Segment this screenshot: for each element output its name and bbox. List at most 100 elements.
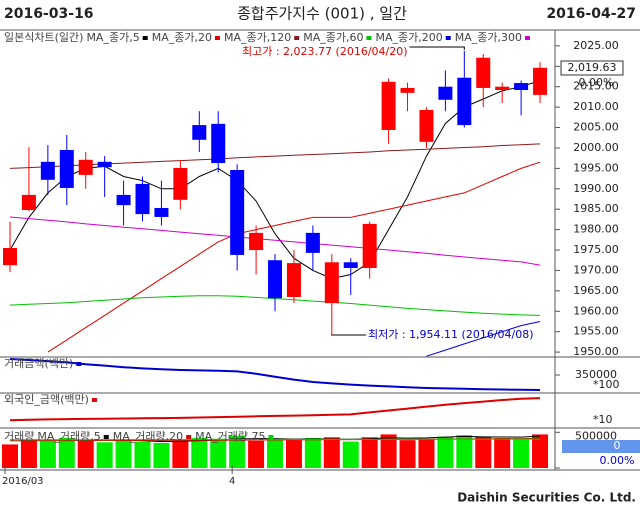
line: [9, 216, 541, 266]
legend-marker: [268, 435, 274, 439]
line: [9, 358, 541, 391]
candle-body: [21, 194, 36, 211]
line: [10, 438, 540, 441]
volume-bar: [58, 438, 75, 468]
candle-body: [249, 232, 264, 251]
change: 0.00%: [600, 454, 635, 467]
end-date: 2016-04-27: [546, 6, 636, 22]
y-tick-label: 1970.00: [573, 263, 619, 276]
candle-body: [533, 67, 548, 95]
volume-bar: [172, 439, 189, 468]
y-tick-label: 1975.00: [573, 243, 619, 256]
volume-bar: [342, 441, 359, 468]
line: [426, 321, 541, 357]
legend-label: 일본식차트(일간): [4, 30, 83, 44]
annotation-low: 최저가 : 1,954.11 (2016/04/08): [368, 328, 534, 341]
legend-marker: [103, 435, 109, 439]
candle-body: [286, 263, 301, 297]
y-tick-label: 1990.00: [573, 182, 619, 195]
volume-bar: [304, 438, 321, 468]
candle-body: [173, 167, 188, 200]
volume-bar: [210, 438, 227, 468]
last-price: 2,019.63: [568, 61, 617, 74]
legend-label: MA_종가,60: [303, 31, 363, 44]
legend-marker: [445, 36, 451, 40]
y-tick-label: 0: [614, 439, 621, 452]
y-tick-label: 2010.00: [573, 100, 619, 113]
volume-bar: [2, 444, 18, 468]
annotation-high: 최고가 : 2,023.77 (2016/04/20): [242, 45, 408, 58]
y-tick-label: 500000: [575, 429, 617, 442]
volume-bar: [456, 435, 473, 468]
volume-bar: [494, 438, 511, 468]
chart-title: 종합주가지수 (001) , 일간: [237, 5, 407, 23]
y-tick-label: 2005.00: [573, 121, 619, 134]
candle-body: [211, 123, 226, 164]
candle-body: [305, 232, 320, 253]
volume-bar: [115, 440, 132, 468]
candle-body: [230, 170, 245, 255]
y-tick-label: 1955.00: [573, 325, 619, 338]
volume-bar: [418, 438, 435, 468]
candle-body: [97, 161, 112, 168]
candle-body: [192, 125, 207, 140]
legend-marker: [76, 362, 82, 366]
volume-bar: [191, 438, 208, 468]
volume-bar: [229, 435, 246, 468]
volume-bar: [153, 443, 170, 468]
legend-marker: [142, 36, 148, 40]
last-price-box: [560, 60, 624, 76]
y-tick-label: 2015.00: [573, 80, 619, 93]
candle-body: [495, 86, 510, 90]
legend-marker: [524, 36, 530, 40]
multiplier: *10: [593, 413, 613, 426]
volume-bar: [96, 442, 113, 468]
legend-label: MA_종가,200: [375, 31, 442, 44]
y-tick-label: 1950.00: [573, 345, 619, 358]
y-tick-label: 1980.00: [573, 223, 619, 236]
legend-marker: [186, 435, 192, 439]
volume-bar: [77, 440, 94, 468]
candle-body: [476, 57, 491, 88]
legend-label: 외국인_금액(백만): [4, 393, 89, 406]
candle-body: [438, 86, 453, 100]
legend-label: 거래량: [4, 430, 34, 443]
footer: Daishin Securities Co. Ltd.: [457, 491, 636, 505]
legend-marker: [294, 36, 300, 40]
candle-body: [154, 207, 169, 217]
annotation-arrow: [409, 46, 465, 50]
start-date: 2016-03-16: [4, 6, 94, 22]
candle-body: [40, 161, 55, 180]
y-tick-label: 1995.00: [573, 161, 619, 174]
legend-label: MA_거래량,5: [37, 430, 100, 443]
candle-body: [362, 223, 377, 268]
volume-bar: [475, 436, 492, 468]
y-tick-label: 350000: [575, 368, 617, 381]
candle-body: [457, 77, 472, 126]
volume-bar: [134, 441, 151, 468]
legend-marker: [366, 36, 372, 40]
legend-marker: [91, 398, 97, 402]
legend-label: MA_종가,120: [224, 31, 291, 44]
candle-body: [135, 183, 150, 215]
legend-label: MA_종가,20: [152, 31, 212, 44]
volume-bar: [285, 440, 302, 468]
candle-body: [400, 87, 415, 93]
y-tick-label: 1965.00: [573, 284, 619, 297]
candle-body: [268, 260, 283, 299]
volume-bar: [323, 437, 340, 468]
candle-body: [514, 83, 529, 90]
x-tick-label: 2016/03: [2, 476, 44, 487]
y-tick-label: 1960.00: [573, 304, 619, 317]
volume-bar: [399, 440, 416, 468]
y-tick-label: 2000.00: [573, 141, 619, 154]
candle-body: [116, 194, 131, 206]
multiplier: *100: [593, 378, 620, 391]
legend-marker: [214, 36, 220, 40]
y-tick-label: 2025.00: [573, 39, 619, 52]
candle-body: [324, 262, 339, 304]
candle-body: [78, 159, 93, 175]
x-tick-label: 4: [229, 476, 235, 487]
